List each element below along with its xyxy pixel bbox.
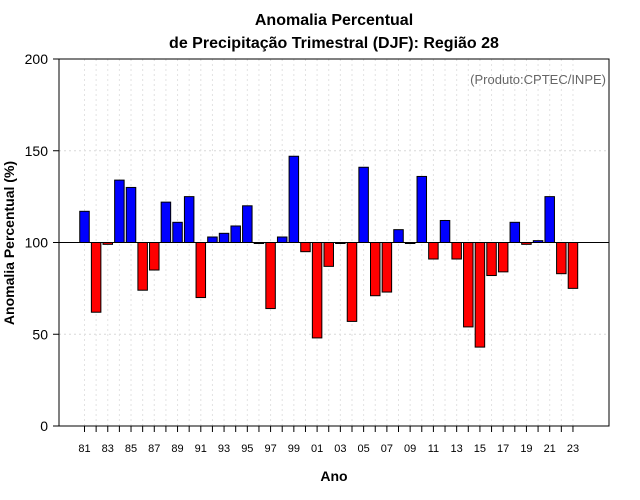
chart-title-line1: Anomalia Percentual xyxy=(255,12,413,29)
bar-21 xyxy=(544,196,555,244)
bars xyxy=(79,155,579,348)
bar-13 xyxy=(451,242,462,260)
bar-05 xyxy=(358,166,369,243)
x-tick-label: 99 xyxy=(288,443,300,455)
x-tick-label: 83 xyxy=(102,443,114,455)
bar-82 xyxy=(90,242,102,313)
y-axis-title: Anomalia Percentual (%) xyxy=(1,161,17,325)
bar-07 xyxy=(381,242,393,293)
x-tick-label: 07 xyxy=(381,443,393,455)
x-tick-label: 17 xyxy=(497,443,509,455)
bar-08 xyxy=(393,229,404,244)
bar-18 xyxy=(509,221,521,243)
y-tick-label: 150 xyxy=(25,143,49,159)
bar-81 xyxy=(79,210,90,243)
x-tick-label: 01 xyxy=(311,443,323,455)
x-tick-label: 91 xyxy=(195,443,207,455)
x-tick-label: 19 xyxy=(520,443,532,455)
x-tick-label: 15 xyxy=(474,443,486,455)
bar-12 xyxy=(439,219,451,243)
x-tick-label: 09 xyxy=(404,443,416,455)
bar-02 xyxy=(323,242,334,267)
x-axis: 81 83 85 87 89 91 93 95 97 99 01 03 05 07 09 11 13 15 17 19… xyxy=(78,426,579,455)
bar-85 xyxy=(125,186,137,243)
x-tick-label: 97 xyxy=(264,443,276,455)
y-tick-label: 50 xyxy=(32,326,48,342)
x-tick-label: 85 xyxy=(125,443,137,455)
source-annotation: (Produto:CPTEC/INPE) xyxy=(470,72,606,87)
x-tick-label: 81 xyxy=(78,443,90,455)
x-tick-label: 23 xyxy=(567,443,579,455)
bar-16 xyxy=(486,242,497,277)
bar-88 xyxy=(160,201,172,244)
x-tick-label: 05 xyxy=(357,443,369,455)
x-axis-title: Ano xyxy=(320,468,347,484)
bar-14 xyxy=(463,242,474,328)
x-tick-label: 93 xyxy=(218,443,230,455)
y-axis: 0 50 100 150 200 xyxy=(25,51,59,434)
bar-01 xyxy=(311,242,323,339)
bar-00 xyxy=(300,242,311,253)
bar-04 xyxy=(346,242,358,322)
bar-91 xyxy=(195,242,207,299)
bar-94 xyxy=(230,225,241,243)
bar-98 xyxy=(276,236,288,243)
x-tick-label: 11 xyxy=(428,443,439,455)
bar-97 xyxy=(265,242,276,310)
chart-title-line2: de Precipitação Trimestral (DJF): Região… xyxy=(169,35,499,52)
bar-10 xyxy=(416,175,428,243)
bar-23 xyxy=(567,242,579,289)
x-tick-label: 87 xyxy=(148,443,160,455)
x-tick-label: 13 xyxy=(451,443,463,455)
x-tick-label: 95 xyxy=(241,443,253,455)
y-tick-label: 100 xyxy=(25,235,49,251)
bar-90 xyxy=(183,196,195,244)
bar-93 xyxy=(218,232,230,244)
bar-06 xyxy=(370,242,381,297)
x-tick-label: 89 xyxy=(171,443,183,455)
bar-87 xyxy=(149,242,160,271)
bar-15 xyxy=(474,242,486,348)
bar-84 xyxy=(114,179,125,243)
x-tick-label: 21 xyxy=(544,443,556,455)
bar-99 xyxy=(288,155,300,243)
bar-11 xyxy=(428,242,439,260)
grid xyxy=(59,59,609,426)
y-tick-label: 200 xyxy=(25,51,49,67)
bar-89 xyxy=(172,221,183,243)
bar-86 xyxy=(137,242,148,291)
bar-17 xyxy=(497,242,509,273)
bar-22 xyxy=(556,242,567,275)
y-tick-label: 0 xyxy=(40,418,48,434)
bar-92 xyxy=(207,236,218,243)
x-tick-label: 03 xyxy=(334,443,346,455)
bar-95 xyxy=(242,205,253,244)
